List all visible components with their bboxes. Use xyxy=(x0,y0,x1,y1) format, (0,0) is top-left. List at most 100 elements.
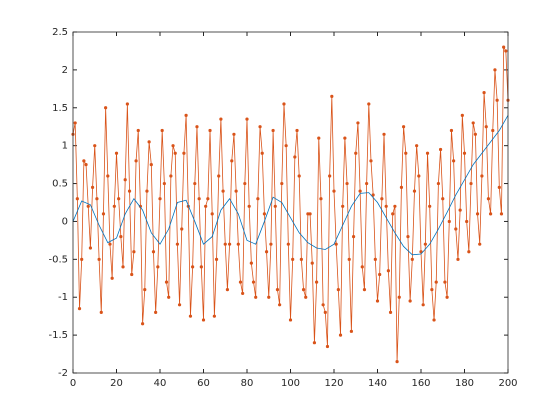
marker xyxy=(447,219,451,224)
y-tick-label: -0.5 xyxy=(48,254,68,265)
marker xyxy=(388,310,393,314)
y-tick-label: 2.5 xyxy=(52,27,68,38)
marker xyxy=(362,288,367,292)
marker xyxy=(82,159,86,163)
marker xyxy=(273,204,277,208)
marker xyxy=(134,159,138,163)
marker xyxy=(284,144,288,148)
marker xyxy=(160,128,164,133)
x-tick-label: 160 xyxy=(411,378,430,389)
marker xyxy=(425,151,430,155)
marker xyxy=(467,250,471,254)
marker xyxy=(473,132,477,136)
marker xyxy=(282,102,286,106)
marker xyxy=(495,98,499,102)
marker xyxy=(415,144,419,148)
marker xyxy=(104,106,108,110)
marker xyxy=(221,189,225,193)
marker xyxy=(462,151,467,155)
marker xyxy=(119,235,123,239)
marker xyxy=(195,125,199,129)
marker xyxy=(484,125,488,129)
marker xyxy=(373,257,377,261)
marker xyxy=(230,159,234,163)
marker xyxy=(95,197,99,201)
marker xyxy=(378,272,382,277)
marker xyxy=(99,310,103,314)
marker xyxy=(489,212,493,216)
marker xyxy=(254,295,258,299)
marker xyxy=(332,189,336,193)
marker xyxy=(123,178,127,182)
marker xyxy=(328,174,332,178)
marker xyxy=(330,94,334,99)
marker xyxy=(323,310,327,314)
marker xyxy=(243,181,247,186)
marker xyxy=(345,181,349,186)
marker xyxy=(315,280,319,284)
x-tick-label: 180 xyxy=(455,378,474,389)
marker xyxy=(286,242,290,246)
marker xyxy=(317,136,321,140)
marker xyxy=(219,117,223,121)
marker xyxy=(232,132,236,136)
marker xyxy=(256,197,260,201)
marker xyxy=(341,204,345,208)
marker xyxy=(110,276,114,280)
marker xyxy=(380,197,384,201)
marker xyxy=(475,212,480,216)
x-tick-label: 100 xyxy=(281,378,300,389)
marker xyxy=(458,208,462,212)
marker xyxy=(125,102,129,106)
marker xyxy=(136,128,140,133)
marker xyxy=(171,144,175,148)
y-tick-label: 0.5 xyxy=(52,179,68,190)
marker xyxy=(493,68,497,72)
marker xyxy=(386,269,390,273)
marker xyxy=(295,128,299,133)
marker xyxy=(351,235,356,239)
x-tick-label: 60 xyxy=(197,378,210,389)
marker xyxy=(156,265,160,269)
marker xyxy=(402,125,406,129)
marker xyxy=(97,257,101,261)
x-tick-label: 200 xyxy=(498,378,517,389)
marker xyxy=(271,128,275,133)
marker xyxy=(86,204,90,208)
marker xyxy=(143,288,147,292)
marker xyxy=(502,45,506,49)
marker xyxy=(206,197,210,201)
marker xyxy=(406,235,410,239)
marker xyxy=(441,197,445,201)
marker xyxy=(154,310,158,314)
marker xyxy=(310,261,314,265)
marker xyxy=(321,303,325,307)
marker xyxy=(304,295,308,299)
marker xyxy=(497,185,501,189)
marker xyxy=(260,151,264,155)
marker xyxy=(288,318,293,322)
marker xyxy=(499,212,504,216)
marker xyxy=(193,181,197,186)
marker xyxy=(428,204,432,208)
marker xyxy=(199,265,203,269)
marker xyxy=(127,189,132,193)
x-tick-label: 20 xyxy=(110,378,123,389)
marker xyxy=(241,291,245,296)
marker xyxy=(301,288,306,292)
marker xyxy=(465,219,469,224)
marker xyxy=(349,329,353,333)
marker xyxy=(486,197,491,201)
y-tick-label: -2 xyxy=(58,368,68,379)
marker xyxy=(93,144,97,148)
y-tick-label: 1 xyxy=(62,141,68,152)
marker xyxy=(234,189,238,193)
marker xyxy=(267,295,271,299)
marker xyxy=(312,341,317,345)
marker xyxy=(251,280,256,284)
marker xyxy=(121,265,125,269)
marker xyxy=(167,295,171,299)
marker xyxy=(201,318,206,322)
